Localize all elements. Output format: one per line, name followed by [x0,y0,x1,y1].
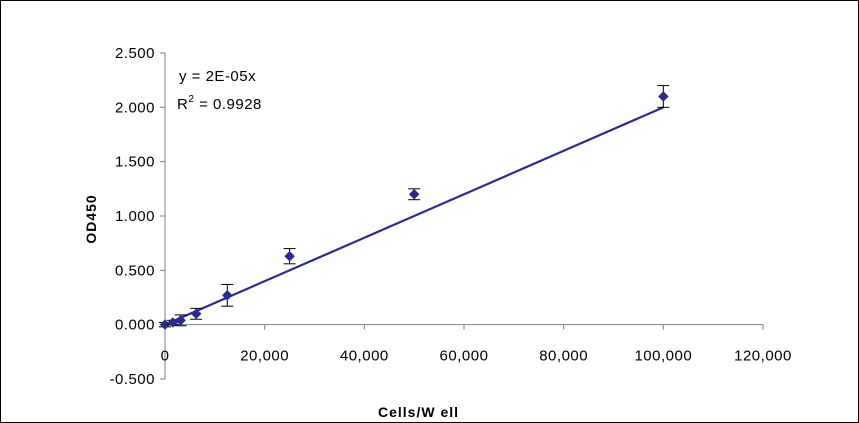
x-axis-title: Cells/W ell [378,404,459,420]
data-point-marker [190,308,202,320]
x-tick-label: 120,000 [734,348,792,365]
r-squared-superscript: 2 [188,94,194,105]
data-point-marker [221,289,233,301]
y-axis-title: OD450 [83,194,99,243]
x-tick-label: 40,000 [340,348,389,365]
x-tick-label: 0 [161,348,170,365]
y-tick-label: 2.500 [115,45,155,62]
data-point-marker [408,188,420,200]
y-tick-label: 2.000 [115,99,155,116]
x-tick-label: 20,000 [240,348,289,365]
trendline [164,106,664,326]
r-squared-label: R2 = 0.9928 [177,94,262,113]
r-squared-prefix: R [177,96,188,113]
data-point-marker [284,250,295,262]
x-tick-label: 80,000 [539,348,588,365]
tick-labels: -0.500 0.000 0.500 1.000 1.500 2.000 2.500 0 20,… [109,45,791,388]
r-squared-value: = 0.9928 [194,96,261,113]
y-tick-label: 0.000 [115,317,155,334]
y-tick-label: -0.500 [109,371,155,388]
y-tick-label: 1.000 [115,208,155,225]
trendline-equation: y = 2E-05x [179,68,256,85]
y-tick-label: 0.500 [115,262,155,279]
y-tick-label: 1.500 [115,154,155,171]
trendline-annotation: y = 2E-05x R2 = 0.9928 [177,68,262,113]
data-point-marker [657,91,669,102]
data-point-marker [175,314,186,326]
data-points [159,85,670,331]
x-tick-label: 60,000 [440,348,489,365]
trendline-group [164,106,664,326]
x-tick-label: 100,000 [634,348,692,365]
